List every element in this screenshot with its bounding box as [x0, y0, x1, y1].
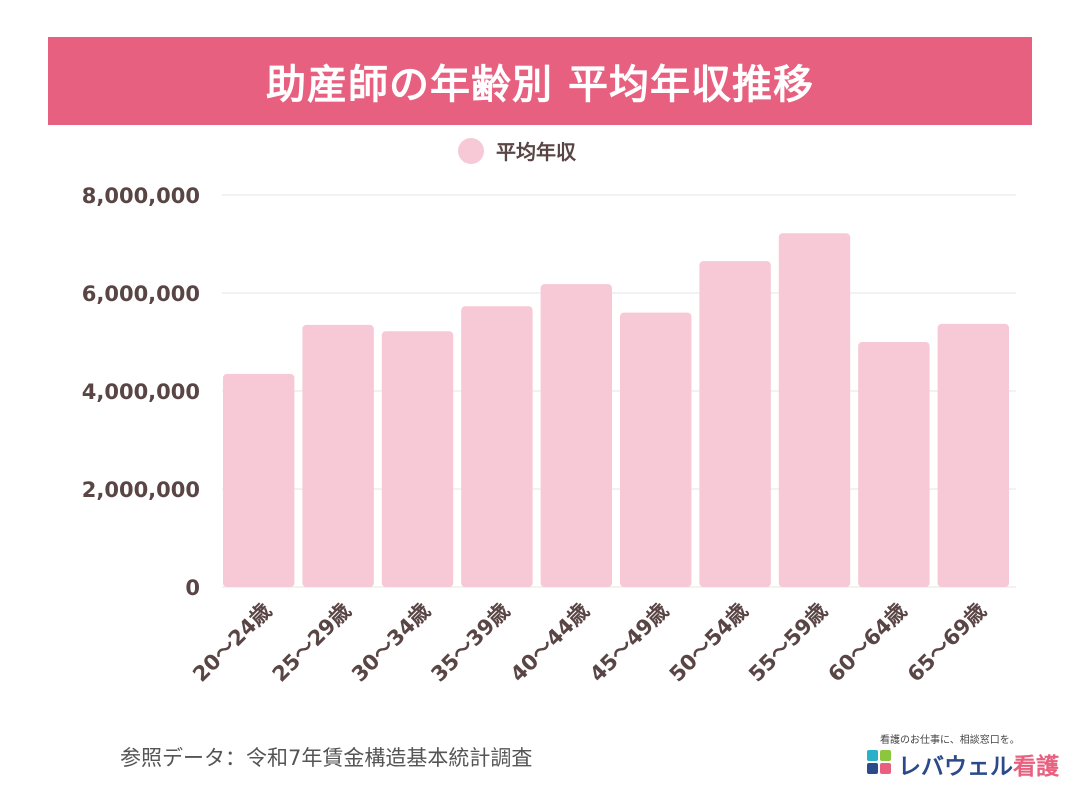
- x-tick-label: 45～49歳: [585, 599, 673, 687]
- bars: [223, 233, 1009, 587]
- x-tick-label: 30～34歳: [347, 599, 435, 687]
- x-tick-label: 65～69歳: [903, 599, 991, 687]
- x-tick-label: 55～59歳: [744, 599, 832, 687]
- y-tick-label: 2,000,000: [82, 478, 200, 502]
- bar: [540, 284, 612, 587]
- x-tick-label: 60～64歳: [823, 599, 911, 687]
- x-tick-label: 35～39歳: [426, 599, 514, 687]
- x-axis-ticks: 20～24歳25～29歳30～34歳35～39歳40～44歳45～49歳50～5…: [188, 599, 991, 687]
- logo-name: レバウェル看護: [898, 747, 1059, 781]
- y-tick-label: 6,000,000: [82, 282, 200, 306]
- legend: 平均年収: [458, 136, 576, 165]
- y-tick-label: 8,000,000: [82, 184, 200, 208]
- bar: [858, 342, 930, 587]
- title-banner: 助産師の年齢別 平均年収推移: [48, 37, 1032, 125]
- x-tick-label: 40～44歳: [506, 599, 594, 687]
- bar: [381, 331, 454, 587]
- logo-tagline: 看護のお仕事に、相談窓口を。: [880, 735, 1020, 746]
- legend-label: 平均年収: [496, 140, 576, 164]
- bar: [937, 323, 1009, 587]
- bar: [620, 312, 692, 587]
- bar: [223, 373, 295, 587]
- source-note: 参照データ：令和7年賃金構造基本統計調査: [120, 746, 533, 770]
- logo-mark-icon: [867, 750, 891, 774]
- bar: [699, 261, 771, 587]
- legend-swatch: [458, 137, 484, 164]
- brand-logo[interactable]: 看護のお仕事に、相談窓口を。 レバウェル看護: [866, 727, 1059, 787]
- y-axis-ticks: 0 2,000,000 4,000,000 6,000,000 8,000,000: [82, 184, 200, 600]
- logo-name-part2: 看護: [1013, 754, 1059, 780]
- y-tick-label: 4,000,000: [82, 380, 200, 404]
- bar: [461, 306, 533, 587]
- bar: [778, 233, 851, 587]
- bar-chart: 0 2,000,000 4,000,000 6,000,000 8,000,000 20…: [82, 184, 1016, 687]
- bar: [302, 324, 374, 587]
- x-tick-label: 50～54歳: [665, 599, 753, 687]
- chart-title: 助産師の年齢別 平均年収推移: [266, 62, 814, 108]
- y-tick-label: 0: [185, 576, 200, 600]
- x-tick-label: 25～29歳: [268, 599, 356, 687]
- logo-name-part1: レバウェル: [898, 754, 1013, 780]
- x-tick-label: 20～24歳: [188, 599, 276, 687]
